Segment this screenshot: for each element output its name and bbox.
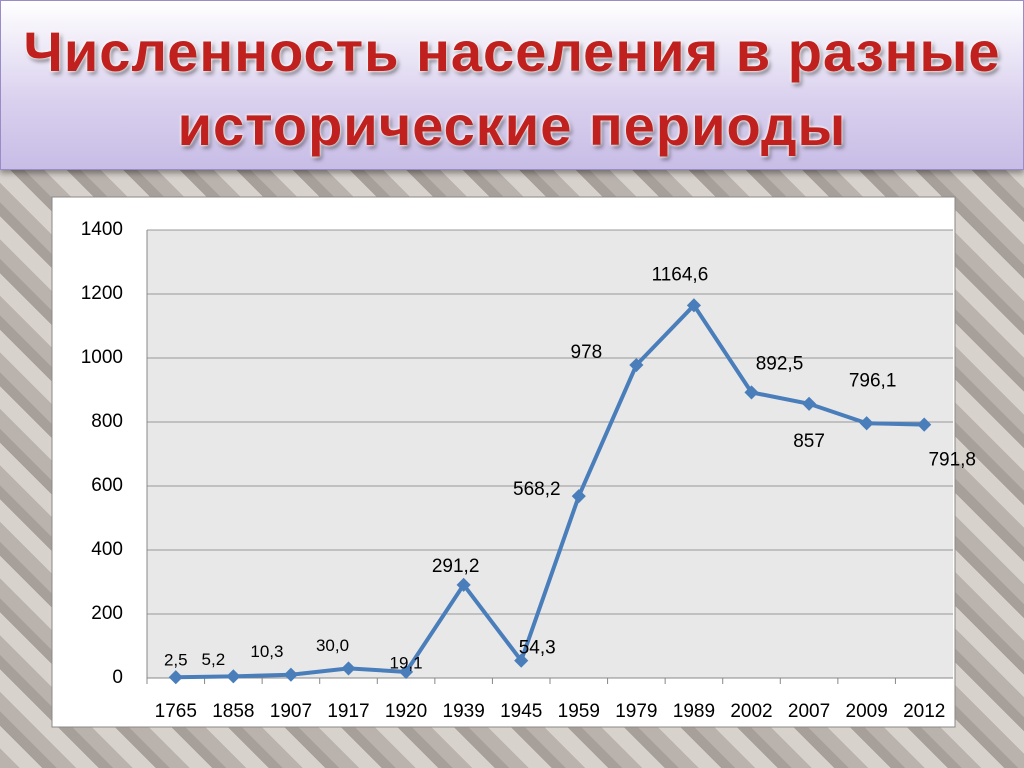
data-label: 19,1 (390, 653, 423, 672)
data-point (456, 577, 471, 592)
data-point (341, 661, 356, 676)
data-label: 10,3 (250, 642, 283, 661)
data-label: 291,2 (432, 556, 480, 577)
plot-area (147, 230, 953, 678)
data-point (859, 416, 874, 431)
data-point (802, 396, 817, 411)
x-tick-label: 1920 (385, 701, 427, 722)
x-tick-label: 1945 (500, 701, 542, 722)
data-label: 796,1 (849, 370, 897, 391)
y-tick-label: 1400 (81, 219, 123, 240)
x-tick-label: 2007 (788, 701, 830, 722)
x-tick-label: 1765 (155, 701, 197, 722)
data-label: 54,3 (519, 638, 556, 659)
title-line: исторические периоды (177, 94, 847, 157)
y-tick-label: 600 (91, 475, 123, 496)
y-tick-label: 400 (91, 539, 123, 560)
x-tick-label: 2002 (730, 701, 772, 722)
data-label: 892,5 (756, 353, 804, 374)
x-tick-label: 2012 (903, 701, 945, 722)
data-label: 791,8 (928, 450, 976, 471)
title-line: Численность населения в разные (23, 20, 1001, 83)
data-line (175, 302, 925, 680)
x-tick-label: 2009 (846, 701, 888, 722)
data-point (226, 669, 241, 684)
y-tick-label: 1200 (81, 283, 123, 304)
x-tick-label: 1907 (270, 701, 312, 722)
y-tick-label: 1000 (81, 347, 123, 368)
x-tick-label: 1917 (327, 701, 369, 722)
x-tick-label: 1989 (673, 701, 715, 722)
title-box: Численность населения в разные историчес… (0, 0, 1024, 170)
data-point (399, 664, 414, 679)
y-tick-label: 0 (112, 667, 123, 688)
data-label: 568,2 (513, 479, 561, 500)
data-point (917, 417, 932, 432)
data-label: 978 (571, 342, 603, 363)
data-label: 30,0 (316, 636, 349, 655)
x-tick-label: 1939 (443, 701, 485, 722)
y-tick-label: 200 (91, 603, 123, 624)
data-label: 2,5 (164, 651, 188, 670)
data-label: 5,2 (202, 650, 226, 669)
x-tick-label: 1959 (558, 701, 600, 722)
data-point (629, 357, 644, 373)
data-label: 1164,6 (652, 264, 709, 285)
data-point (283, 667, 298, 682)
x-tick-label: 1979 (615, 701, 657, 722)
data-point (514, 653, 529, 668)
data-point (168, 670, 183, 685)
data-label: 857 (793, 431, 825, 452)
y-tick-label: 800 (91, 411, 123, 432)
data-point (686, 298, 701, 313)
data-point (571, 489, 586, 504)
x-tick-label: 1858 (212, 701, 254, 722)
data-point (744, 385, 759, 400)
